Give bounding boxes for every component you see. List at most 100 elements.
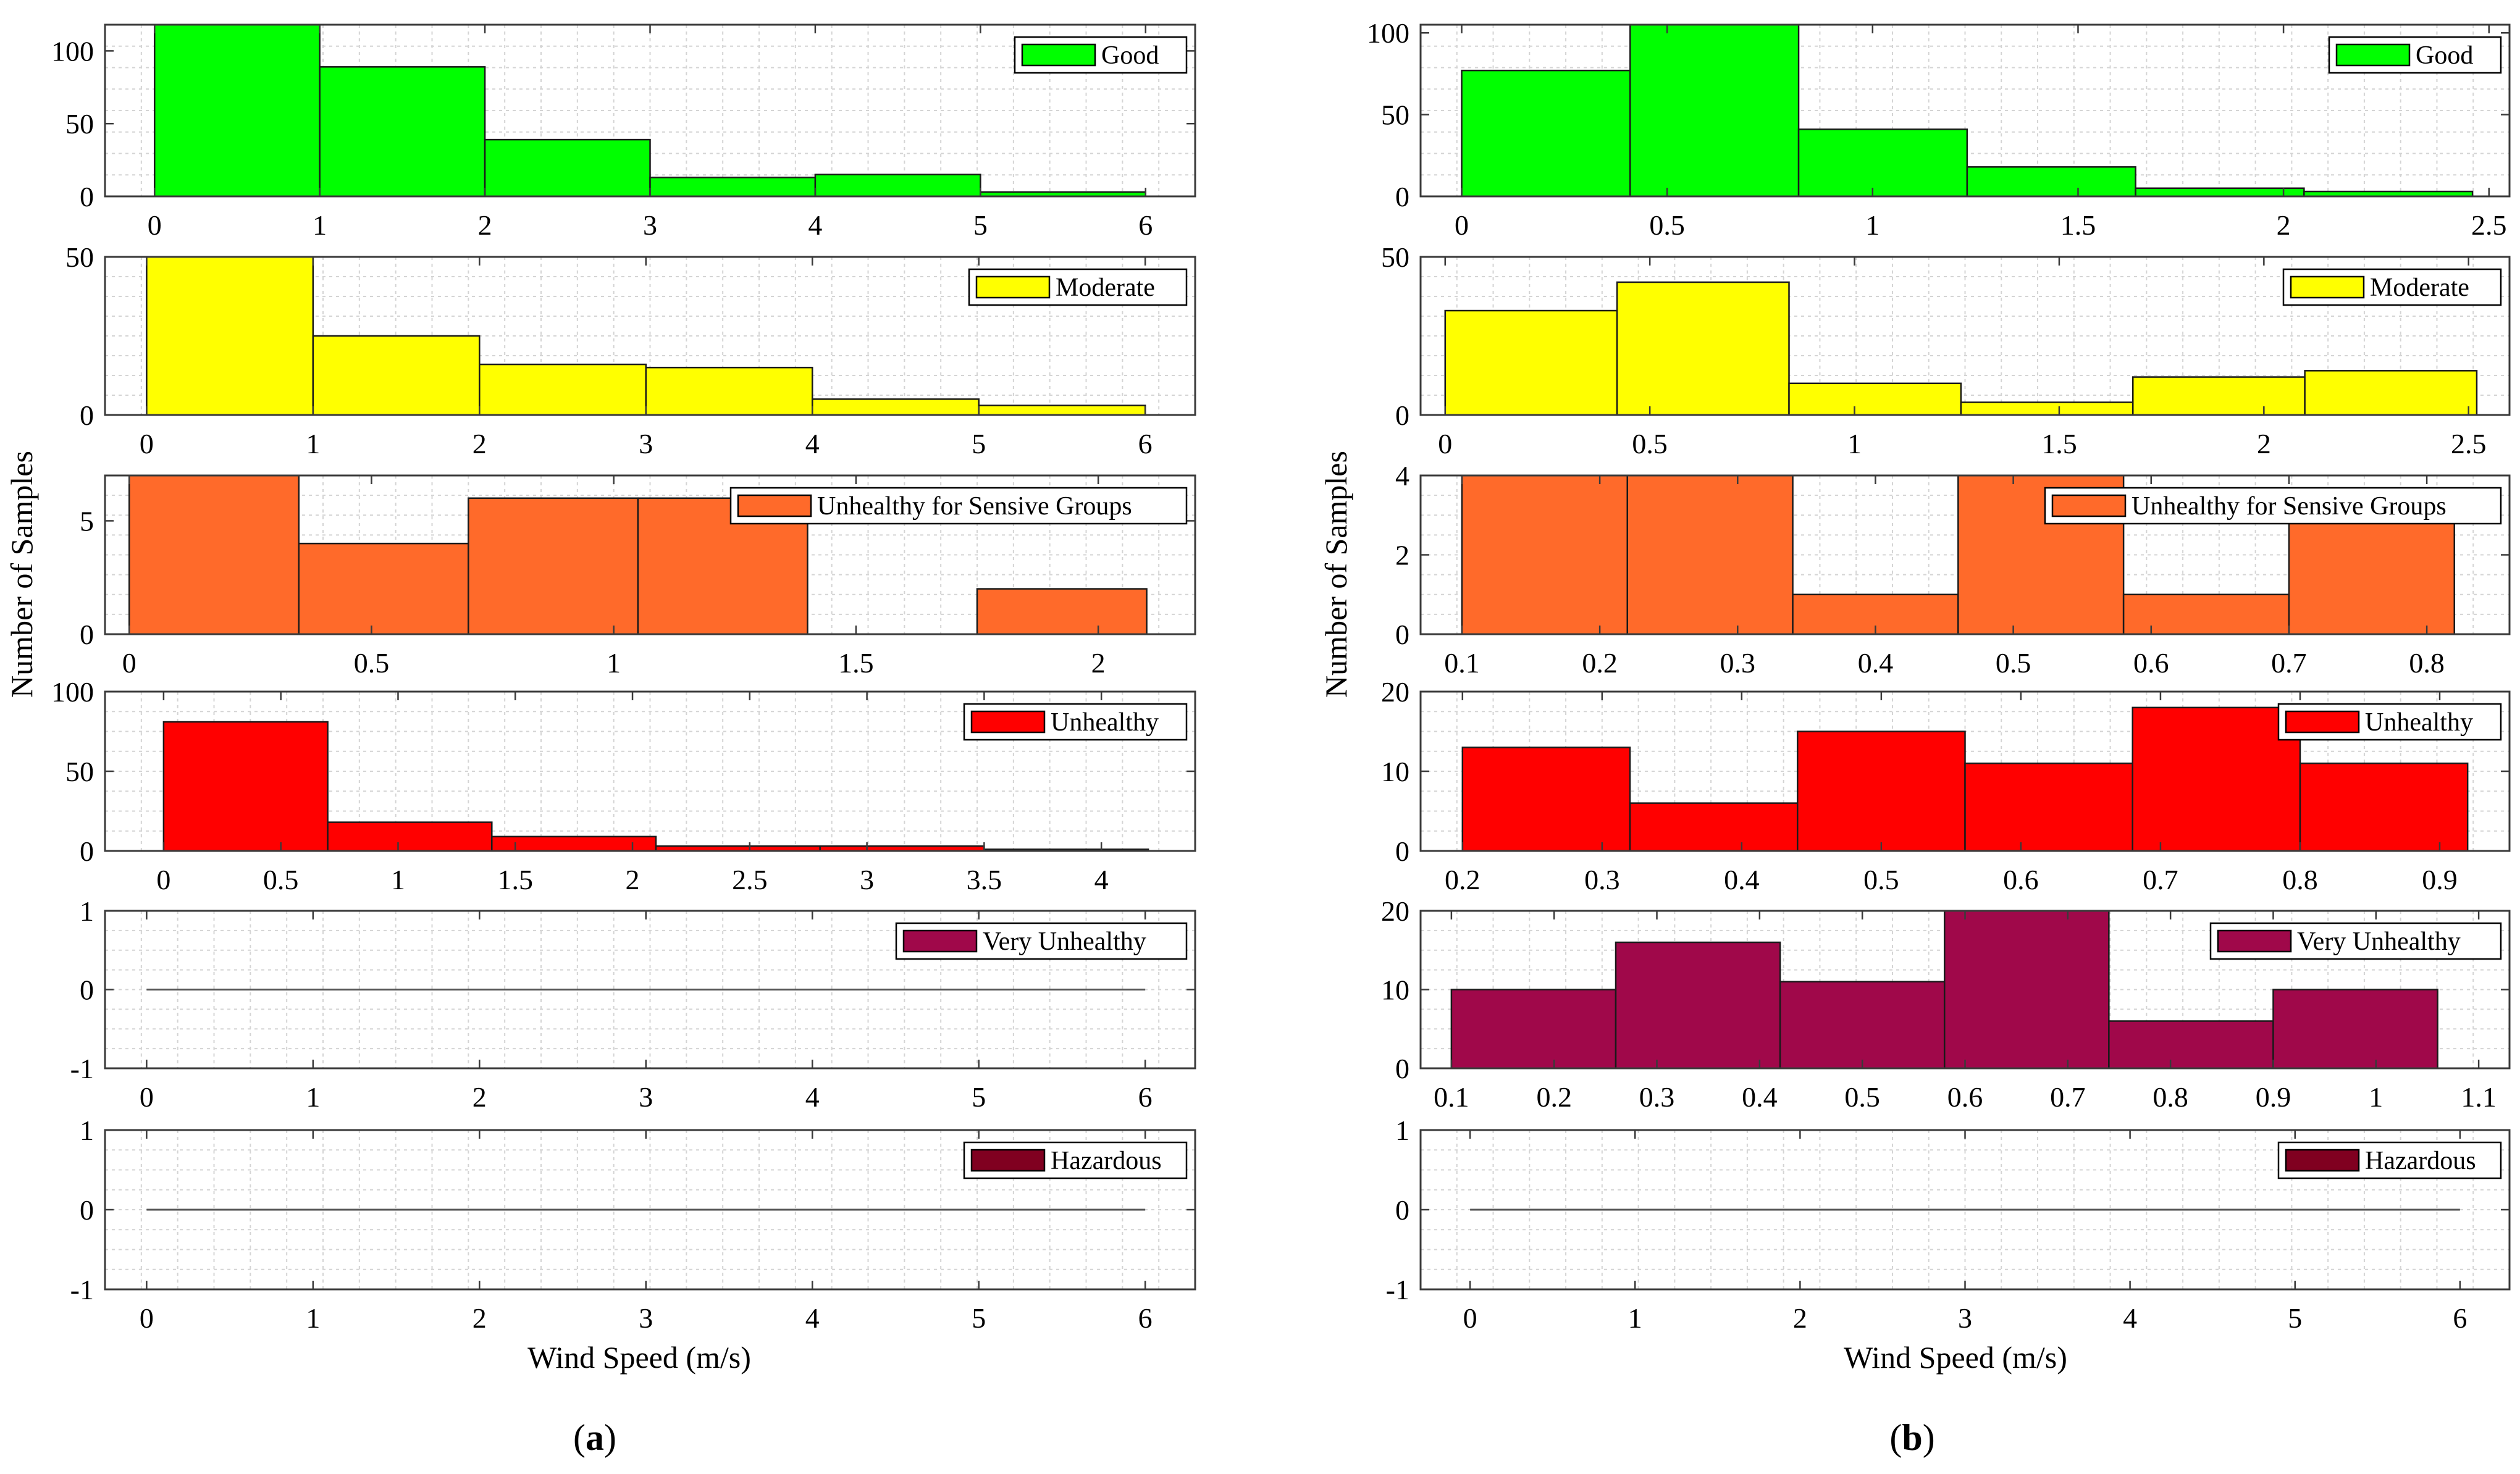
x-tick-label: 2 [472, 428, 487, 459]
x-tick-label: 2 [2257, 428, 2271, 459]
x-tick-label: 4 [2123, 1302, 2137, 1334]
x-tick-label: 1.5 [2060, 209, 2096, 241]
x-tick-label: 5 [972, 1302, 986, 1334]
bar-b-unhealthy-5 [2299, 762, 2469, 852]
x-tick-label: 3.5 [967, 864, 1002, 895]
x-tick-label: 0.7 [2050, 1081, 2086, 1113]
legend-swatch [2217, 929, 2292, 953]
x-tick-label: 0.1 [1444, 647, 1480, 679]
x-tick-label: 2.5 [2471, 209, 2507, 241]
y-tick-label: 50 [1381, 241, 1409, 273]
x-tick-label: 6 [1138, 1302, 1153, 1334]
axes-frame-a-moderate [104, 256, 1196, 416]
bar-a-moderate-5 [978, 404, 1146, 416]
bar-a-unhealthy-for-sensive-groups-2 [468, 497, 639, 635]
legend-label: Unhealthy for Sensive Groups [817, 492, 1132, 521]
y-tick-label: 10 [1381, 974, 1409, 1006]
legend-swatch [970, 1149, 1046, 1172]
panel-label-a-open: ( [573, 1417, 586, 1458]
bar-b-very-unhealthy-2 [1779, 981, 1946, 1070]
y-tick-label: 20 [1381, 676, 1409, 708]
y-tick-label: 1 [80, 895, 94, 927]
bar-b-unhealthy-0 [1461, 747, 1631, 852]
bar-b-unhealthy-for-sensive-groups-4 [2122, 593, 2290, 635]
legend-label: Good [2416, 41, 2473, 70]
y-tick-label: 1 [80, 1115, 94, 1146]
x-tick-label: 0.2 [1445, 864, 1480, 895]
legend-a-unhealthy: Unhealthy [963, 703, 1188, 741]
x-tick-label: 0.7 [2143, 864, 2178, 895]
y-tick-label: 1 [1395, 1115, 1409, 1146]
x-tick-label: 1.1 [2461, 1081, 2497, 1113]
x-tick-label: 2.5 [2451, 428, 2487, 459]
subplot-a-hazardous: 0 1 2 3 4 5 6 -1 0 1 Hazardous [70, 1115, 1196, 1334]
x-tick-label: 1 [607, 647, 621, 679]
y-tick-label: 0 [80, 974, 94, 1006]
x-tick-label: 0.6 [2003, 864, 2039, 895]
x-tick-label: 5 [972, 428, 986, 459]
subplot-b-good: 0 0.5 1 1.5 2 2.5 0 50 100 Good [1367, 17, 2511, 241]
x-tick-label: 2 [472, 1081, 487, 1113]
bar-a-unhealthy-for-sensive-groups-4 [976, 588, 1148, 635]
bar-b-good-1 [1629, 23, 1800, 198]
legend-a-moderate: Moderate [968, 268, 1188, 306]
x-tick-label: 4 [805, 1302, 820, 1334]
bar-b-moderate-1 [1616, 281, 1790, 416]
x-tick-label: 0.6 [1947, 1081, 1983, 1113]
x-tick-label: 0.4 [1724, 864, 1760, 895]
x-tick-label: 2 [472, 1302, 487, 1334]
legend-label: Unhealthy for Sensive Groups [2132, 492, 2446, 521]
legend-swatch [902, 929, 978, 953]
x-tick-label: 6 [1138, 428, 1153, 459]
x-tick-label: 1 [306, 1081, 320, 1113]
x-tick-label: 1 [306, 428, 320, 459]
legend-label: Hazardous [1051, 1147, 1162, 1175]
y-tick-label: 0 [1395, 835, 1409, 867]
x-tick-label: 3 [639, 1081, 653, 1113]
x-tick-label: 0.4 [1742, 1081, 1778, 1113]
legend-label: Moderate [2370, 274, 2469, 302]
legend-swatch [2290, 275, 2365, 299]
legend-swatch [2051, 494, 2127, 517]
legend-swatch [2285, 710, 2360, 734]
bar-b-good-2 [1797, 128, 1968, 198]
legend-swatch [975, 275, 1051, 299]
y-tick-label: 50 [65, 756, 94, 787]
legend-b-very-unhealthy: Very Unhealthy [2209, 922, 2502, 960]
legend-swatch [970, 710, 1046, 734]
bar-b-unhealthy-3 [1964, 762, 2133, 852]
x-tick-label: 2 [2277, 209, 2291, 241]
y-tick-label: 100 [51, 35, 94, 67]
x-tick-label: 3 [860, 864, 874, 895]
legend-label: Very Unhealthy [2297, 928, 2461, 956]
x-tick-label: 4 [808, 209, 822, 241]
bar-a-unhealthy-2 [491, 835, 657, 852]
legend-box [895, 922, 1188, 960]
x-tick-label: 0 [140, 428, 154, 459]
panel-label-b-close: ) [1923, 1417, 1935, 1458]
y-tick-label: 0 [80, 835, 94, 867]
subplot-a-unhealthy-for-sensive-groups: 0 0.5 1 1.5 2 0 5 Unhealthy for Sensive Groups [80, 474, 1196, 679]
x-tick-label: 2 [1793, 1302, 1807, 1334]
subplot-b-unhealthy-for-sensive-groups: 0.1 0.2 0.3 0.4 0.5 0.6 0.7 0.8 0 2 4 Unhealthy for… [1395, 460, 2511, 679]
legend-swatch [2335, 43, 2411, 67]
subplot-a-moderate: 0 1 2 3 4 5 6 0 50 Moderate [65, 241, 1196, 459]
legend-label: Moderate [1056, 274, 1155, 302]
x-tick-label: 1 [1628, 1302, 1642, 1334]
x-tick-label: 2 [478, 209, 492, 241]
x-axis-title-a: Wind Speed (m/s) [527, 1340, 751, 1375]
bar-b-good-0 [1461, 69, 1631, 198]
x-tick-label: 2 [626, 864, 640, 895]
panel-label-b: (b) [1889, 1417, 1934, 1458]
x-tick-label: 0 [156, 864, 170, 895]
x-tick-label: 3 [643, 209, 657, 241]
x-tick-label: 0 [140, 1302, 154, 1334]
x-tick-label: 0.1 [1434, 1081, 1469, 1113]
x-tick-label: 1 [391, 864, 405, 895]
x-tick-label: 4 [805, 1081, 820, 1113]
legend-b-unhealthy: Unhealthy [2277, 703, 2502, 741]
y-tick-label: 10 [1381, 756, 1409, 787]
bar-a-good-2 [484, 138, 651, 198]
x-tick-label: 6 [1138, 209, 1153, 241]
